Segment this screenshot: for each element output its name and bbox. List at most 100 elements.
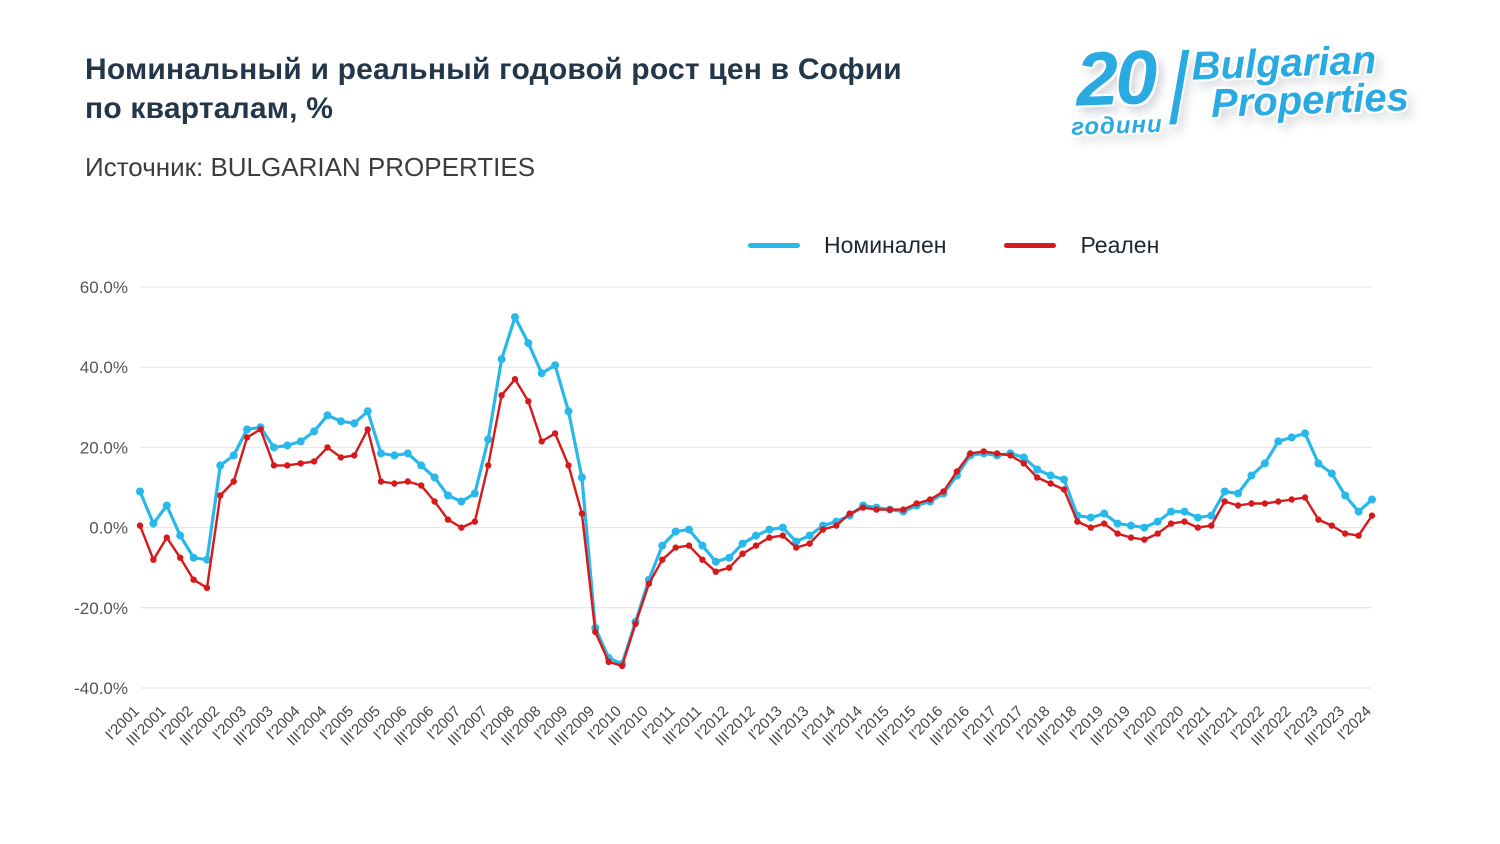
data-point <box>1100 509 1109 518</box>
data-point <box>270 462 278 469</box>
data-point <box>525 398 532 405</box>
data-point <box>1234 502 1242 509</box>
data-point <box>1301 494 1309 501</box>
data-point <box>363 407 372 416</box>
page-title-line2: по кварталам, % <box>85 92 334 125</box>
data-point <box>1275 498 1282 505</box>
nominal-line-swatch <box>748 243 800 248</box>
data-point <box>752 531 760 540</box>
data-point <box>738 539 747 548</box>
page-title-line1: Номинальный и реальный годовой рост цен … <box>85 53 902 86</box>
data-point <box>671 527 680 536</box>
data-point <box>967 450 974 457</box>
data-point <box>498 392 505 399</box>
data-point <box>1153 517 1162 526</box>
data-point <box>1194 524 1202 531</box>
data-point <box>739 550 746 557</box>
data-point <box>162 501 171 510</box>
data-point <box>913 500 920 507</box>
data-point <box>136 487 144 496</box>
data-point <box>792 537 801 546</box>
data-point <box>1007 452 1014 459</box>
data-point <box>1127 521 1135 530</box>
data-point <box>1234 489 1243 498</box>
data-point <box>1140 523 1149 532</box>
data-point <box>485 462 492 469</box>
data-point <box>1208 522 1215 529</box>
data-point <box>457 497 466 506</box>
data-point <box>350 419 359 428</box>
y-axis-label: 40.0% <box>80 358 128 377</box>
data-point <box>778 523 787 532</box>
growth-line-chart: 60.0%40.0%20.0%0.0%-20.0%-40.0%I'2001III… <box>74 278 1376 749</box>
data-point <box>725 553 734 562</box>
data-point <box>430 473 439 482</box>
data-point <box>578 510 586 517</box>
data-point <box>1167 520 1175 527</box>
data-point <box>243 425 252 434</box>
data-point <box>471 518 478 525</box>
data-point <box>351 452 358 459</box>
data-point <box>699 556 706 563</box>
data-point <box>577 473 586 482</box>
data-point <box>926 496 934 503</box>
data-point <box>859 504 867 511</box>
data-point <box>216 461 225 470</box>
data-point <box>1046 471 1055 480</box>
data-point <box>993 450 1001 457</box>
y-axis-label: 0.0% <box>89 519 128 538</box>
data-point <box>806 540 813 547</box>
logo-anniversary-block: 20 години <box>1068 34 1164 142</box>
data-point <box>217 492 224 499</box>
data-point <box>269 443 278 452</box>
data-point <box>1248 500 1255 507</box>
bulgarian-properties-logo: 20 години Bulgarian Properties <box>1068 34 1410 142</box>
data-point <box>390 451 399 460</box>
data-point <box>337 454 345 461</box>
data-point <box>953 468 961 475</box>
data-point <box>1127 534 1135 541</box>
data-point <box>1101 520 1108 527</box>
data-point <box>1328 522 1336 529</box>
y-axis-label: 60.0% <box>80 278 128 297</box>
data-point <box>1207 511 1216 520</box>
data-point <box>404 478 411 485</box>
legend-item-real: Реален <box>1004 232 1159 259</box>
data-point <box>323 411 332 420</box>
data-point <box>444 491 452 500</box>
data-point <box>658 541 667 550</box>
logo-divider <box>1168 49 1189 125</box>
data-point <box>564 407 573 416</box>
data-point <box>537 369 546 378</box>
logo-20-number: 20 <box>1074 34 1157 123</box>
data-point <box>685 525 693 534</box>
data-point <box>940 488 947 495</box>
data-point <box>1180 507 1189 516</box>
data-point <box>1181 518 1188 525</box>
data-point <box>605 658 612 666</box>
data-point <box>766 534 773 541</box>
data-point <box>1019 453 1028 462</box>
data-point <box>177 554 184 561</box>
data-point <box>203 584 211 591</box>
data-point <box>1314 459 1323 468</box>
logo-years-label: години <box>1070 111 1164 142</box>
legend-item-nominal: Номинален <box>748 232 946 259</box>
data-point <box>1260 459 1269 468</box>
data-point <box>324 444 331 451</box>
data-point <box>1301 429 1309 438</box>
data-point <box>377 449 385 458</box>
data-point <box>1154 530 1161 537</box>
series-line-nominal <box>138 315 1374 666</box>
y-axis-label: -40.0% <box>74 679 128 698</box>
legend-label-real: Реален <box>1080 232 1160 258</box>
data-point <box>833 522 840 529</box>
data-point <box>284 462 291 469</box>
data-point <box>296 437 305 446</box>
data-point <box>403 449 412 458</box>
data-point <box>659 556 666 563</box>
data-point <box>1033 465 1042 474</box>
data-point <box>458 524 465 531</box>
data-point <box>1141 536 1148 543</box>
